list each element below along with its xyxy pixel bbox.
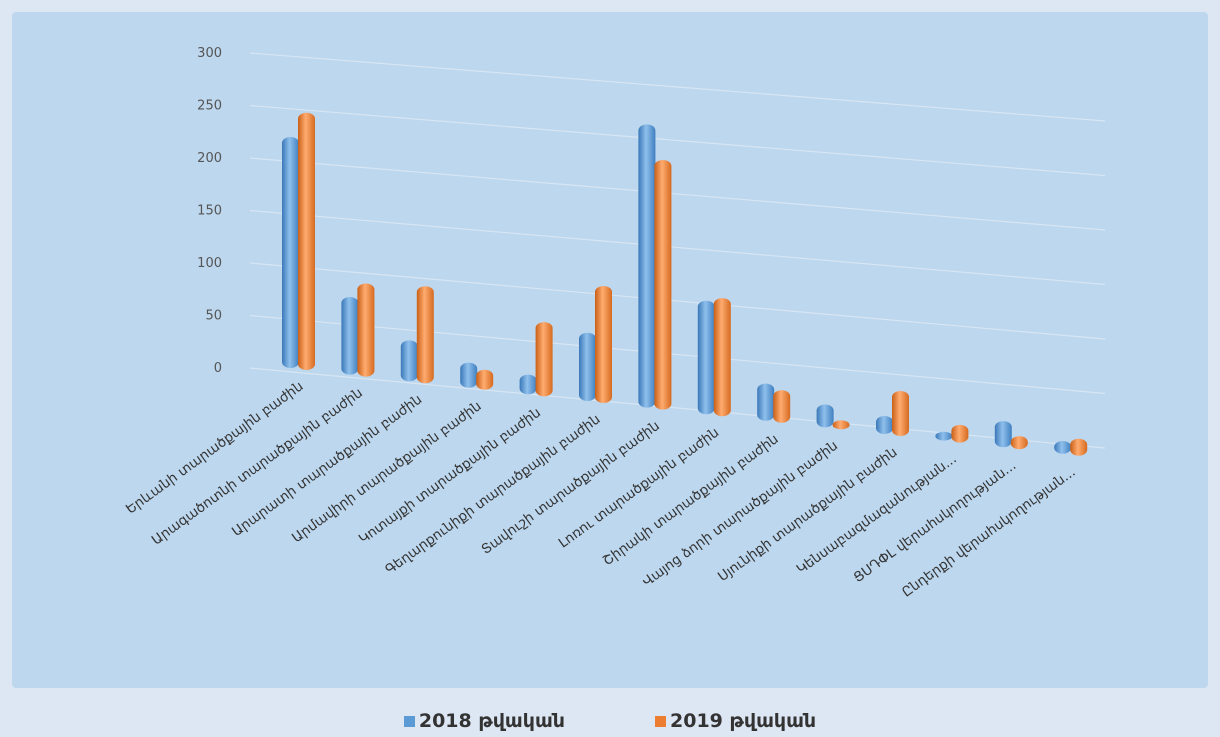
bar-2019-12 [1010, 436, 1028, 450]
y-tick-label: 50 [205, 309, 222, 324]
bar-2018-3 [460, 362, 478, 388]
bar-2018-2 [400, 340, 418, 382]
legend: 2018 թվական 2019 թվական [0, 710, 1220, 732]
bar-2018-12 [994, 421, 1012, 448]
bar-2019-0 [298, 112, 315, 370]
bar-2018-0 [282, 137, 299, 368]
bar-2018-10 [876, 416, 893, 434]
y-tick-label: 100 [197, 256, 222, 271]
bar-2018-1 [341, 296, 359, 375]
legend-item-2019: 2019 թվական [655, 710, 816, 732]
bars [282, 112, 1088, 456]
gridlines [249, 52, 1106, 449]
bar-2019-8 [773, 390, 791, 423]
bar-2019-11 [951, 424, 969, 443]
bar-2019-13 [1070, 438, 1088, 456]
bar-2019-5 [595, 286, 612, 403]
bar-2018-7 [697, 300, 715, 415]
bar-2018-4 [519, 374, 537, 395]
bar-2018-11 [935, 431, 953, 441]
bar-2018-13 [1054, 440, 1072, 454]
gridline [249, 157, 1106, 231]
y-tick-label: 150 [197, 204, 222, 219]
gridline [249, 52, 1106, 122]
bar-2019-3 [476, 369, 494, 390]
y-tick-label: 250 [197, 99, 222, 114]
gridline [249, 314, 1106, 395]
gridline [249, 209, 1106, 286]
bar-2019-9 [832, 420, 850, 430]
y-tick-label: 0 [214, 361, 222, 376]
bar-2019-1 [357, 283, 375, 377]
legend-label-2018: 2018 թվական [418, 710, 565, 732]
bar-2019-6 [654, 160, 672, 410]
bar-2018-9 [816, 404, 834, 428]
bar-2018-5 [579, 332, 596, 401]
gridline [249, 262, 1106, 340]
bar-2019-4 [535, 322, 553, 397]
bar-2019-2 [416, 286, 434, 384]
legend-label-2019: 2019 թվական [670, 710, 817, 732]
gridline [249, 104, 1106, 177]
legend-swatch-2019 [655, 715, 666, 727]
bar-2019-10 [892, 391, 909, 436]
bar-2019-7 [713, 298, 731, 417]
y-axis-ticks: 0 50 100 150 200 250 300 [197, 46, 222, 376]
y-tick-label: 200 [197, 151, 222, 166]
legend-item-2018: 2018 թվական [403, 710, 565, 732]
bar-2018-8 [757, 383, 775, 421]
bar-2018-6 [638, 124, 656, 408]
y-tick-label: 300 [197, 46, 222, 61]
legend-swatch-2018 [403, 715, 415, 727]
